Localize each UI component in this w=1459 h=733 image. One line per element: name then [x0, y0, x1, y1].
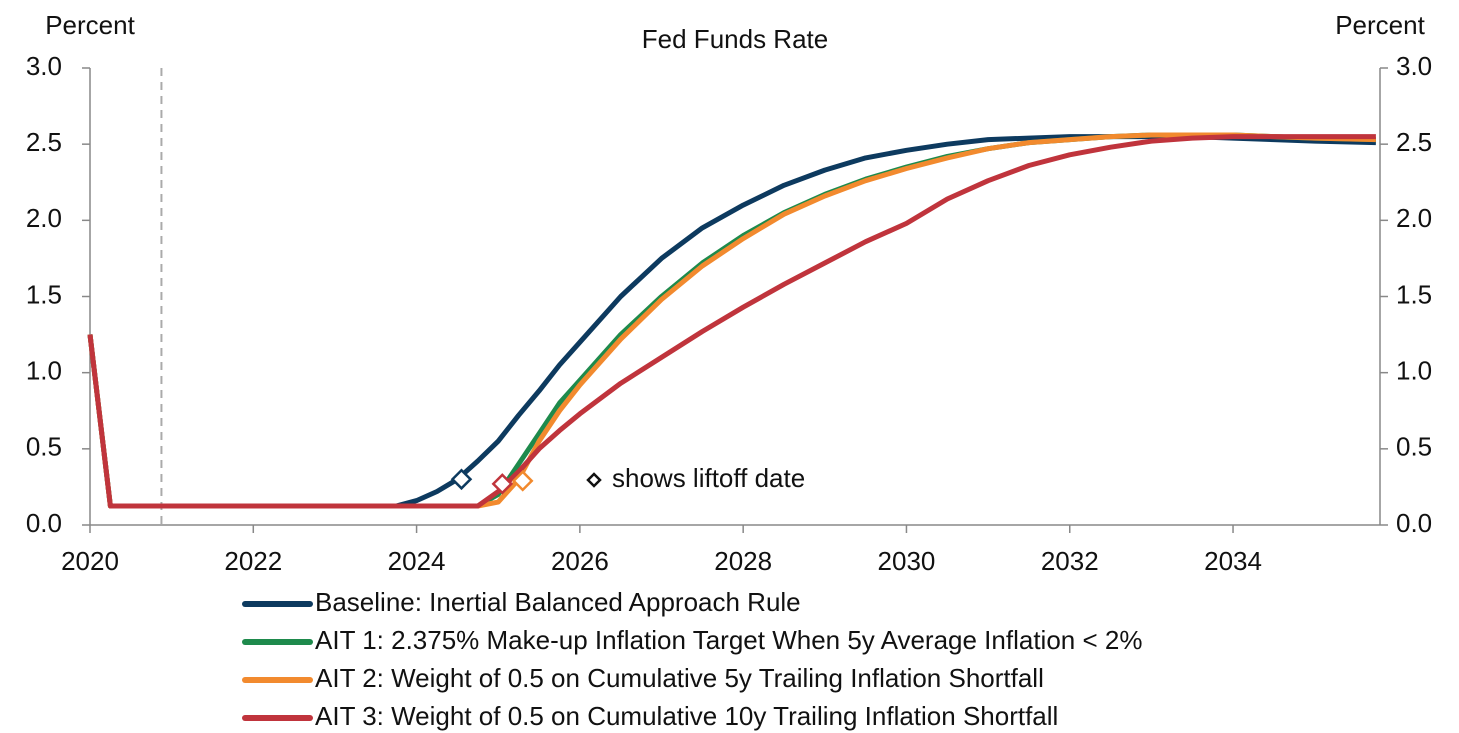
y2-tick-label: 2.5	[1396, 127, 1432, 157]
series-line	[87, 134, 1376, 509]
x-tick-label: 2022	[224, 546, 282, 576]
y2-axis-label: Percent	[1335, 10, 1425, 40]
y-tick-label: 2.0	[26, 203, 62, 233]
y-tick-label: 1.5	[26, 279, 62, 309]
x-tick-label: 2020	[61, 546, 119, 576]
series-line	[87, 132, 1376, 509]
liftoff-marker	[491, 473, 514, 495]
legend-label: AIT 1: 2.375% Make-up Inflation Target W…	[315, 625, 1142, 655]
y-tick-label: 3.0	[26, 51, 62, 81]
y2-tick-label: 3.0	[1396, 51, 1432, 81]
y2-tick-label: 2.0	[1396, 203, 1432, 233]
legend-label: Baseline: Inertial Balanced Approach Rul…	[315, 587, 801, 617]
y-tick-label: 2.5	[26, 127, 62, 157]
chart-title: Fed Funds Rate	[642, 24, 828, 54]
legend-label: AIT 3: Weight of 0.5 on Cumulative 10y T…	[315, 701, 1058, 731]
series-line	[87, 134, 1376, 509]
x-tick-label: 2030	[878, 546, 936, 576]
series-line	[87, 132, 1376, 509]
y-tick-label: 0.5	[26, 432, 62, 462]
x-tick-label: 2034	[1204, 546, 1262, 576]
x-tick-label: 2028	[714, 546, 772, 576]
liftoff-marker	[450, 468, 473, 491]
annotation: shows liftoff date	[612, 463, 805, 493]
legend-label: AIT 2: Weight of 0.5 on Cumulative 5y Tr…	[315, 663, 1044, 693]
y-axis-label: Percent	[45, 10, 135, 40]
y-tick-label: 0.0	[26, 508, 62, 538]
x-tick-label: 2026	[551, 546, 609, 576]
y2-tick-label: 0.0	[1396, 508, 1432, 538]
y2-tick-label: 1.5	[1396, 279, 1432, 309]
y2-tick-label: 0.5	[1396, 432, 1432, 462]
y2-tick-label: 1.0	[1396, 356, 1432, 386]
annotation-icon	[586, 472, 602, 488]
x-tick-label: 2032	[1041, 546, 1099, 576]
y-tick-label: 1.0	[26, 356, 62, 386]
x-tick-label: 2024	[388, 546, 446, 576]
liftoff-marker	[511, 470, 534, 492]
